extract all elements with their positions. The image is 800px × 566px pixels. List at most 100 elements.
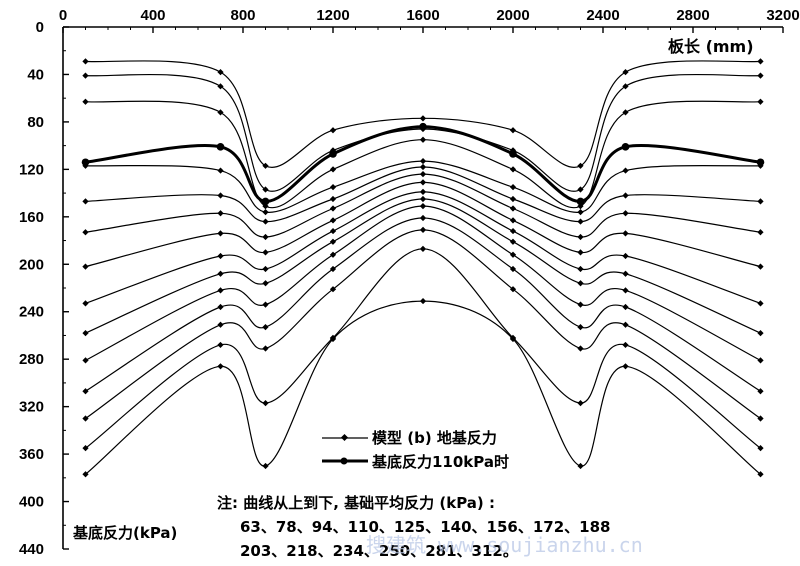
series-5-point <box>329 195 337 203</box>
series-13-point <box>577 399 584 407</box>
legend-label-model: 模型 (b) 地基反力 <box>372 429 497 447</box>
series-8-point <box>757 300 764 307</box>
series-8-point <box>217 252 224 260</box>
series-12-point <box>217 321 224 328</box>
series-5-point <box>419 163 427 171</box>
series-9-point <box>419 195 427 203</box>
series-11-point <box>757 388 764 395</box>
series-9-point <box>262 280 269 287</box>
y-tick-label: 320 <box>19 399 44 416</box>
series-8-point <box>262 265 269 273</box>
series-6-point <box>82 229 89 236</box>
series-8-point <box>577 265 584 273</box>
note-line-3: 203、218、234、250、281、312。 <box>240 542 518 560</box>
series-6-point <box>262 233 269 241</box>
series-5-point <box>757 198 764 205</box>
series-7-point <box>329 217 337 224</box>
series-5-point <box>509 195 517 203</box>
series-4-point <box>622 167 629 174</box>
series-14-point <box>217 363 224 370</box>
x-tick-label: 1600 <box>406 7 439 24</box>
series-8-point <box>419 188 427 196</box>
series-12-point <box>329 286 337 293</box>
x-tick-label: 2800 <box>676 7 709 24</box>
x-tick-label: 2400 <box>586 7 619 24</box>
y-tick-label: 240 <box>19 304 44 321</box>
series-13-point <box>622 341 629 349</box>
x-tick-label: 1200 <box>316 7 349 24</box>
series-10-point <box>82 357 89 364</box>
series-14-point <box>622 363 629 370</box>
series-10-point <box>217 287 224 294</box>
series-11-point <box>262 324 269 331</box>
series-3-point <box>82 98 89 105</box>
series-5-point <box>82 198 89 205</box>
series-3-point <box>509 166 517 173</box>
series-6-point <box>577 233 584 241</box>
note-line-2: 63、78、94、110、125、140、156、172、188 <box>240 518 611 536</box>
highlight-series-point <box>621 143 630 151</box>
series-1-point <box>509 127 517 134</box>
series-13-point <box>419 245 427 252</box>
series-4-point <box>577 208 584 216</box>
series-6-point <box>217 210 224 217</box>
series-line-13 <box>85 248 761 449</box>
series-7-point <box>262 249 269 256</box>
series-3-point <box>329 166 337 173</box>
series-7-point <box>419 179 427 186</box>
series-12-point <box>622 321 629 328</box>
highlight-series-point <box>509 150 517 158</box>
series-9-point <box>577 280 584 287</box>
series-12-point <box>262 345 269 352</box>
series-13-point <box>217 341 224 349</box>
highlight-series-point <box>216 143 225 151</box>
watermark: 搜建筑 www.soujianzhu.cn <box>366 533 643 557</box>
series-1-point <box>82 58 89 65</box>
y-tick-label: 160 <box>19 209 44 226</box>
series-13-point <box>262 399 269 407</box>
series-14-point <box>419 297 427 305</box>
series-8-point <box>82 300 89 307</box>
series-11-point <box>509 265 517 273</box>
y-tick-label: 400 <box>19 494 44 511</box>
x-axis-ticks: 0 400 800 1200 1600 2000 2400 2800 3200 <box>59 7 800 33</box>
highlight-series-point <box>81 158 90 167</box>
legend-marker-diamond <box>340 433 349 442</box>
series-7-point <box>217 230 224 237</box>
series-1-point <box>217 68 224 76</box>
series-4-point <box>329 184 337 191</box>
series-10-point <box>262 301 269 308</box>
series-14-point <box>262 462 269 470</box>
x-tick-label: 400 <box>140 7 165 24</box>
x-unit-label: 板长 (mm) <box>668 37 754 56</box>
y-axis-title: 基底反力(kPa) <box>72 524 177 542</box>
series-1-point <box>622 68 629 76</box>
series-9-point <box>82 329 89 337</box>
series-5-point <box>217 192 224 199</box>
y-tick-label: 120 <box>19 161 44 178</box>
highlight-series-point <box>576 197 585 206</box>
series-8-point <box>509 227 517 235</box>
legend-marker-circle <box>340 457 348 465</box>
highlight-series-point <box>419 122 427 131</box>
series-1-point <box>329 127 337 134</box>
series-7-point <box>509 217 517 224</box>
y-axis-ticks: 0 40 80 120 160 200 240 280 320 360 400 440 <box>19 19 69 558</box>
legend: 模型 (b) 地基反力 基底反力110kPa时 <box>322 429 509 471</box>
series-6-point <box>509 205 517 212</box>
series-9-point <box>217 270 224 277</box>
series-4-point <box>419 157 427 165</box>
series-14-point <box>577 462 584 470</box>
series-3-point <box>757 98 764 105</box>
y-tick-label: 40 <box>27 66 44 83</box>
y-tick-label: 440 <box>19 541 44 558</box>
series-11-point <box>419 214 427 222</box>
series-3-point <box>622 109 629 116</box>
series-6-point <box>757 229 764 236</box>
series-12-point <box>577 345 584 352</box>
legend-label-110kpa: 基底反力110kPa时 <box>371 453 509 471</box>
series-6-point <box>622 210 629 217</box>
series-4-point <box>217 167 224 174</box>
highlight-series-layer <box>81 122 765 206</box>
